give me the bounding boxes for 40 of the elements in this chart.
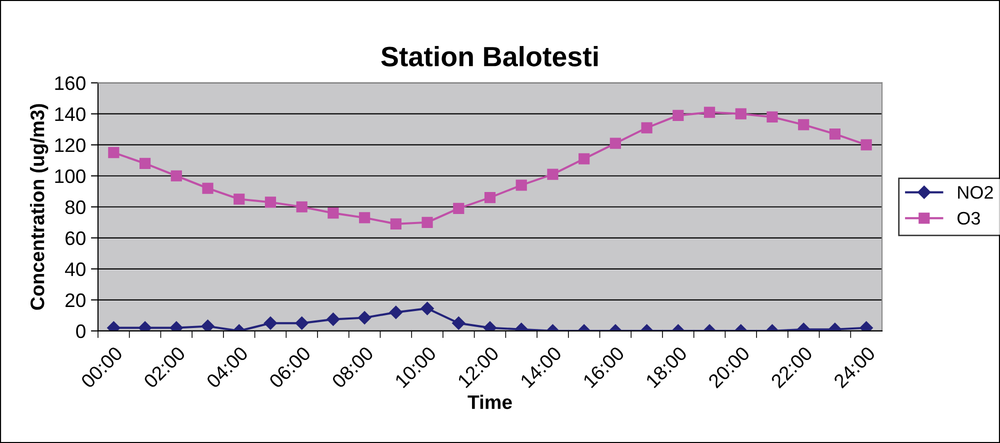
y-axis-title: Concentration (ug/m3)	[30, 104, 48, 310]
point	[296, 201, 308, 212]
point	[829, 128, 841, 140]
point	[547, 168, 558, 180]
point	[201, 320, 214, 331]
point	[641, 122, 652, 134]
point	[359, 212, 370, 224]
legend-label: NO2	[958, 186, 993, 199]
point	[202, 182, 214, 194]
x-axis-title: Time	[468, 394, 512, 410]
point	[422, 216, 433, 228]
point	[453, 202, 464, 214]
point	[735, 108, 746, 120]
point	[328, 208, 339, 219]
y-tick-label: 100	[55, 169, 86, 184]
point	[798, 119, 810, 130]
y-tick-label: 0	[76, 324, 86, 338]
point	[484, 192, 496, 204]
point	[139, 158, 151, 170]
legend-label: O3	[958, 212, 980, 225]
point	[610, 138, 621, 149]
point	[578, 153, 590, 164]
chart-title: Station Balotesti	[381, 46, 598, 66]
y-tick-label: 40	[65, 262, 86, 276]
point	[108, 147, 120, 158]
point	[234, 194, 245, 205]
point	[860, 139, 872, 150]
y-tick-label: 120	[55, 138, 86, 152]
point	[170, 170, 182, 182]
point	[766, 111, 778, 123]
point	[264, 196, 276, 208]
point	[672, 110, 684, 121]
point	[516, 180, 527, 191]
point	[704, 106, 716, 118]
y-tick-label: 160	[55, 76, 86, 90]
y-tick-label: 20	[66, 293, 86, 308]
y-tick-label: 140	[55, 107, 86, 122]
y-tick-label: 60	[66, 231, 86, 246]
point	[390, 218, 402, 230]
y-tick-label: 80	[65, 200, 86, 214]
